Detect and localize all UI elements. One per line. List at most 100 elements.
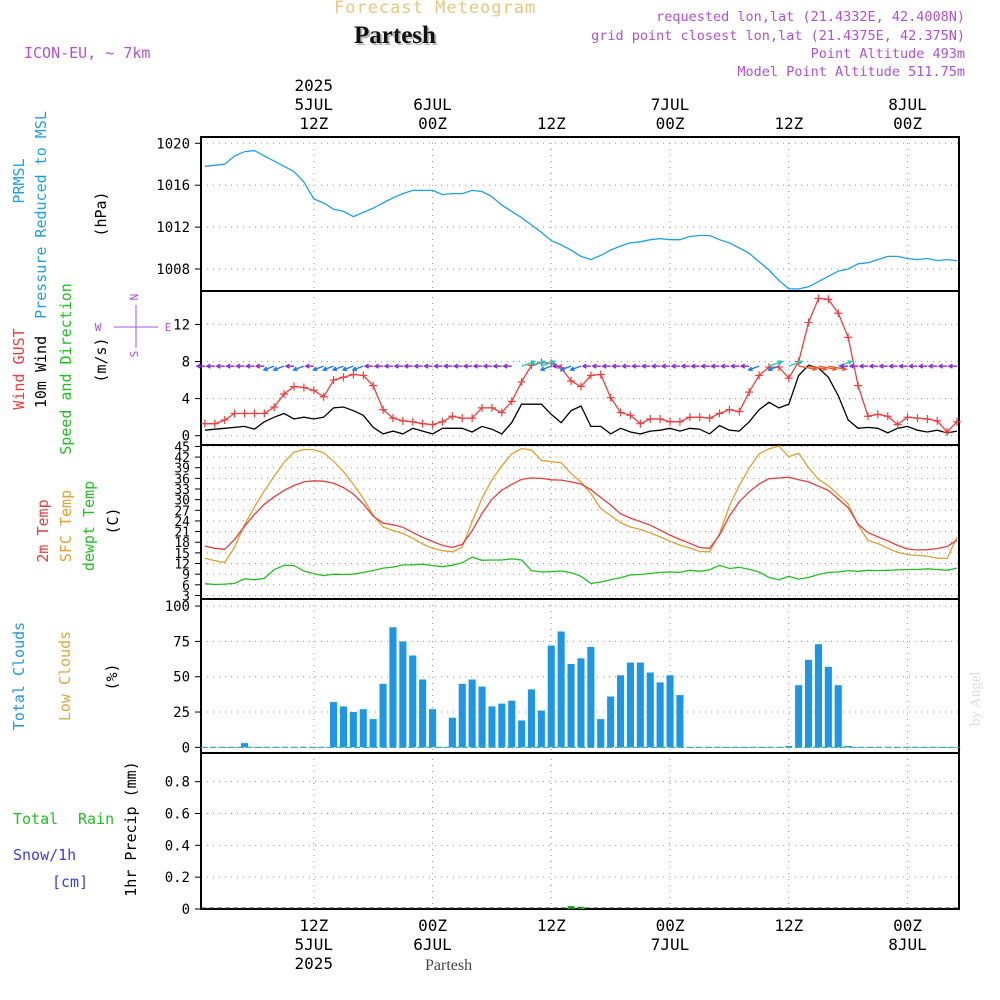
cloud-bar [419, 679, 427, 748]
cloud-bar [587, 647, 595, 748]
panel-frame [200, 136, 960, 292]
gust-marker [873, 410, 882, 419]
snow-label: Snow/1h [13, 846, 76, 864]
cloud-bar [518, 720, 526, 748]
wind-arrow [313, 365, 324, 371]
cloud-bar [656, 682, 664, 748]
wind-arrow-head [898, 363, 904, 369]
wind-arrow [788, 360, 803, 367]
cloud-bar [805, 659, 813, 748]
cloud-bar [824, 666, 832, 748]
y-tick-label: 36 [174, 472, 190, 487]
precip-unit-label: 1hr Precip (mm) [122, 761, 140, 896]
gust-marker [497, 408, 506, 417]
wind-speed-label: Speed and Direction [57, 283, 75, 455]
wind-arrow [332, 365, 344, 371]
wind-arrow-head [540, 360, 547, 365]
wind-arrow-head [363, 363, 370, 369]
cloud-bar [448, 717, 456, 748]
wind-arrow-head [502, 363, 508, 369]
cloud-bar [389, 627, 397, 748]
time-top-year: 2025 [295, 76, 334, 95]
y-tick-label: 0 [182, 429, 190, 445]
wind-arrow [521, 360, 536, 367]
gust-marker [309, 386, 318, 395]
time-bottom-label: 00Z [893, 916, 922, 935]
wind-arrow-head [272, 366, 278, 372]
time-top-label: 5JUL [295, 95, 334, 114]
wind-arrow-head [225, 363, 231, 369]
gust-marker [438, 417, 447, 426]
wind-arrow-head [907, 363, 914, 369]
model-label: ICON-EU, ~ 7km [24, 44, 151, 62]
gust-marker [863, 412, 872, 421]
wind-arrow-head [205, 363, 211, 369]
compass-east: E [165, 321, 172, 334]
temp2m-line [204, 476, 958, 551]
gust-marker [903, 413, 912, 422]
y-tick-label: 30 [174, 494, 190, 509]
y-tick-label: 100 [165, 599, 190, 615]
y-tick-label: 9 [182, 568, 190, 583]
wind-arrow-head [838, 363, 845, 369]
wind-arrow-head [341, 366, 348, 372]
cloud-bar [369, 719, 377, 748]
gust-marker [854, 381, 863, 390]
wind-arrow-head [312, 366, 318, 372]
location-title: Partesh [354, 22, 436, 49]
wind-arrow [818, 365, 837, 370]
gust-marker [883, 412, 892, 421]
time-top-label: 00Z [893, 114, 922, 133]
wind-arrow-head [393, 363, 399, 369]
cloud-bar [923, 747, 931, 748]
wind-arrow-head [235, 363, 241, 369]
gust-marker [636, 419, 645, 428]
y-tick-label: 45 [174, 440, 190, 455]
wind-arrow-head [383, 363, 389, 369]
y-tick-label: 33 [174, 483, 190, 498]
time-top-label: 12Z [299, 114, 328, 133]
wind-arrow-head [321, 366, 328, 372]
wind-arrow-head [559, 366, 565, 372]
wind-label: 10m Wind [32, 336, 50, 408]
gust-marker [329, 376, 338, 385]
cloud-bar [735, 747, 743, 748]
wind-arrow-head [492, 363, 498, 369]
gust-marker [626, 411, 635, 420]
cloud-bar [646, 672, 654, 748]
gust-marker [596, 370, 605, 379]
gust-marker [745, 388, 754, 397]
gust-marker [408, 417, 417, 426]
gust-marker [646, 415, 655, 424]
wind-arrow-head [254, 363, 261, 369]
gust-marker [705, 414, 714, 423]
gust-marker [804, 318, 813, 327]
y-tick-label: 1016 [156, 178, 190, 194]
wind-arrow [531, 360, 545, 367]
wind-arrow-head [729, 363, 736, 369]
temp2m-label: 2m Temp [34, 499, 52, 562]
gust-marker [220, 415, 229, 424]
wind-arrow-head [244, 363, 251, 369]
gust-marker [388, 414, 397, 423]
wind-arrow-head [539, 366, 546, 372]
y-tick-label: 8 [182, 355, 190, 371]
wind-arrow-head [462, 363, 468, 369]
y-tick-label: 1008 [156, 262, 190, 278]
y-tick-label: 1020 [156, 136, 190, 152]
gust-marker [656, 415, 665, 424]
wind-arrow-head [215, 363, 221, 369]
compass-north: N [128, 294, 141, 301]
wind-arrow-head [670, 363, 676, 369]
time-top-label: 12Z [774, 114, 803, 133]
wind-arrow-head [403, 363, 409, 369]
cloud-bar [577, 658, 585, 748]
cloud-bar [537, 710, 545, 748]
time-bottom-label: 12Z [537, 916, 566, 935]
pressure-line [204, 149, 958, 290]
wind-arrow-head [690, 363, 696, 369]
y-tick-label: 39 [174, 462, 190, 477]
cloud-bar [458, 683, 466, 748]
cloud-bar [725, 747, 733, 748]
